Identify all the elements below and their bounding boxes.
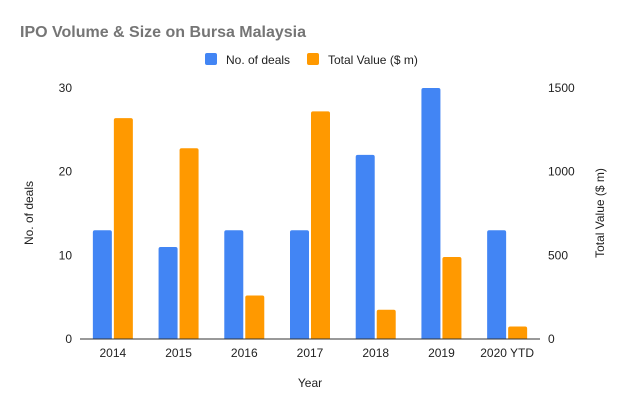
- bar-deals-2017: [290, 230, 309, 339]
- bar-deals-2018: [355, 154, 375, 339]
- legend-swatch-deals: [205, 53, 217, 65]
- x-tick-label: 2017: [297, 346, 324, 360]
- y-axis-right-ticks: 0 500 1000 1500: [548, 81, 575, 346]
- bar-deals-2014: [92, 230, 112, 339]
- legend-label-deals: No. of deals: [226, 53, 290, 67]
- y-right-tick-label: 1000: [548, 165, 575, 179]
- bar-value-2017: [311, 111, 330, 339]
- legend-label-value: Total Value ($ m): [328, 53, 418, 67]
- x-tick-label: 2018: [362, 346, 389, 360]
- bar-deals-2016: [224, 230, 244, 339]
- bar-deals-2020-ytd: [487, 230, 507, 339]
- x-tick-label: 2019: [428, 346, 455, 360]
- y-axis-left-title: No. of deals: [22, 181, 36, 245]
- x-tick-label: 2020 YTD: [480, 346, 534, 360]
- bar-deals-2019: [421, 88, 441, 339]
- x-axis-ticks: 2014 2015 2016 2017 2018 2019 2020 YTD: [100, 346, 535, 360]
- chart-title: IPO Volume & Size on Bursa Malaysia: [20, 24, 306, 41]
- x-tick-label: 2016: [231, 346, 258, 360]
- legend: No. of deals Total Value ($ m): [205, 53, 418, 67]
- y-right-tick-label: 0: [548, 332, 555, 346]
- legend-swatch-value: [307, 53, 319, 65]
- bar-value-2014: [113, 118, 133, 340]
- x-tick-label: 2015: [165, 346, 192, 360]
- bar-value-2016: [245, 295, 265, 339]
- y-left-tick-label: 0: [65, 332, 72, 346]
- y-left-tick-label: 10: [59, 248, 73, 262]
- bar-value-2015: [179, 148, 199, 339]
- y-axis-right-title: Total Value ($ m): [593, 168, 607, 258]
- y-right-tick-label: 1500: [548, 81, 575, 95]
- x-tick-label: 2014: [100, 346, 127, 360]
- x-axis-title: Year: [298, 376, 322, 390]
- y-left-tick-label: 20: [59, 165, 73, 179]
- bar-value-2019: [442, 257, 462, 339]
- y-axis-left-ticks: 0 10 20 30: [59, 81, 73, 346]
- bar-value-2018: [376, 309, 396, 339]
- bar-deals-2015: [158, 246, 178, 339]
- bars-group: [92, 88, 528, 340]
- bar-value-2020-ytd: [508, 326, 528, 339]
- y-right-tick-label: 500: [548, 248, 568, 262]
- y-left-tick-label: 30: [59, 81, 73, 95]
